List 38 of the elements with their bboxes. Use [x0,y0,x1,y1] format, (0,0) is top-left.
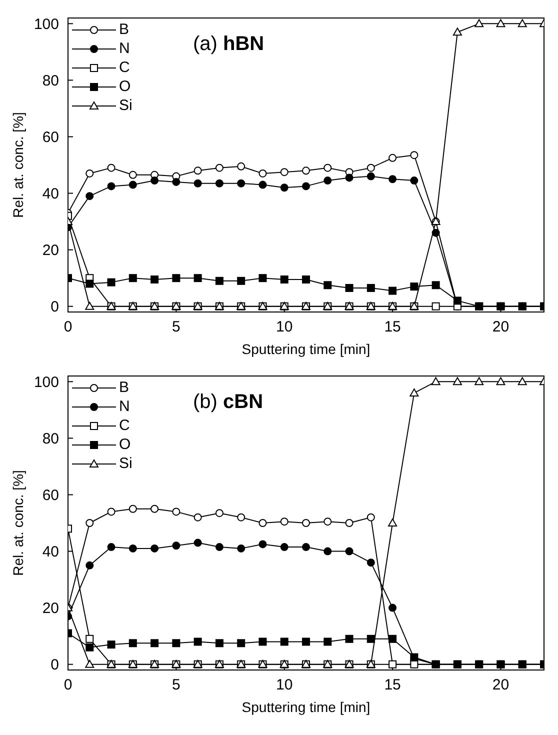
legend-label: O [119,78,131,95]
y-tick-label: 20 [42,242,59,260]
legend-label: O [119,436,131,453]
legend-label: B [119,21,130,38]
x-tick-label: 10 [276,318,293,336]
y-axis-title: Rel. at. conc. [%] [10,470,26,576]
x-axis-title: Sputtering time [min] [242,341,370,357]
y-tick-label: 40 [42,186,59,203]
y-tick-label: 60 [42,487,59,504]
x-tick-label: 20 [492,676,510,694]
text: (a) hBN [193,33,264,55]
y-tick-label: 80 [42,430,59,448]
y-tick-label: 60 [42,129,59,146]
legend-label: Si [119,97,132,114]
y-tick-label: 20 [42,600,59,618]
text: (b) cBN [193,391,264,413]
y-tick-label: 0 [50,656,59,674]
legend-label: B [119,379,130,396]
x-axis-title: Sputtering time [min] [242,699,370,715]
y-tick-label: 80 [42,72,59,90]
y-axis-title: Rel. at. conc. [%] [10,112,26,218]
x-tick-label: 15 [384,318,401,336]
x-tick-label: 10 [276,676,293,694]
x-tick-label: 5 [172,676,180,694]
x-tick-label: 0 [64,676,72,694]
y-tick-label: 100 [34,16,59,33]
x-tick-label: 0 [64,318,72,336]
y-tick-label: 0 [50,298,59,316]
legend-label: Si [119,455,132,472]
legend-label: C [119,59,130,76]
x-tick-label: 5 [172,318,180,336]
y-tick-label: 40 [42,544,59,561]
y-tick-label: 100 [34,374,59,391]
legend-label: C [119,417,130,434]
x-tick-label: 15 [384,676,401,694]
x-tick-label: 20 [492,318,510,336]
legend-label: N [119,398,130,415]
legend-label: N [119,40,130,57]
